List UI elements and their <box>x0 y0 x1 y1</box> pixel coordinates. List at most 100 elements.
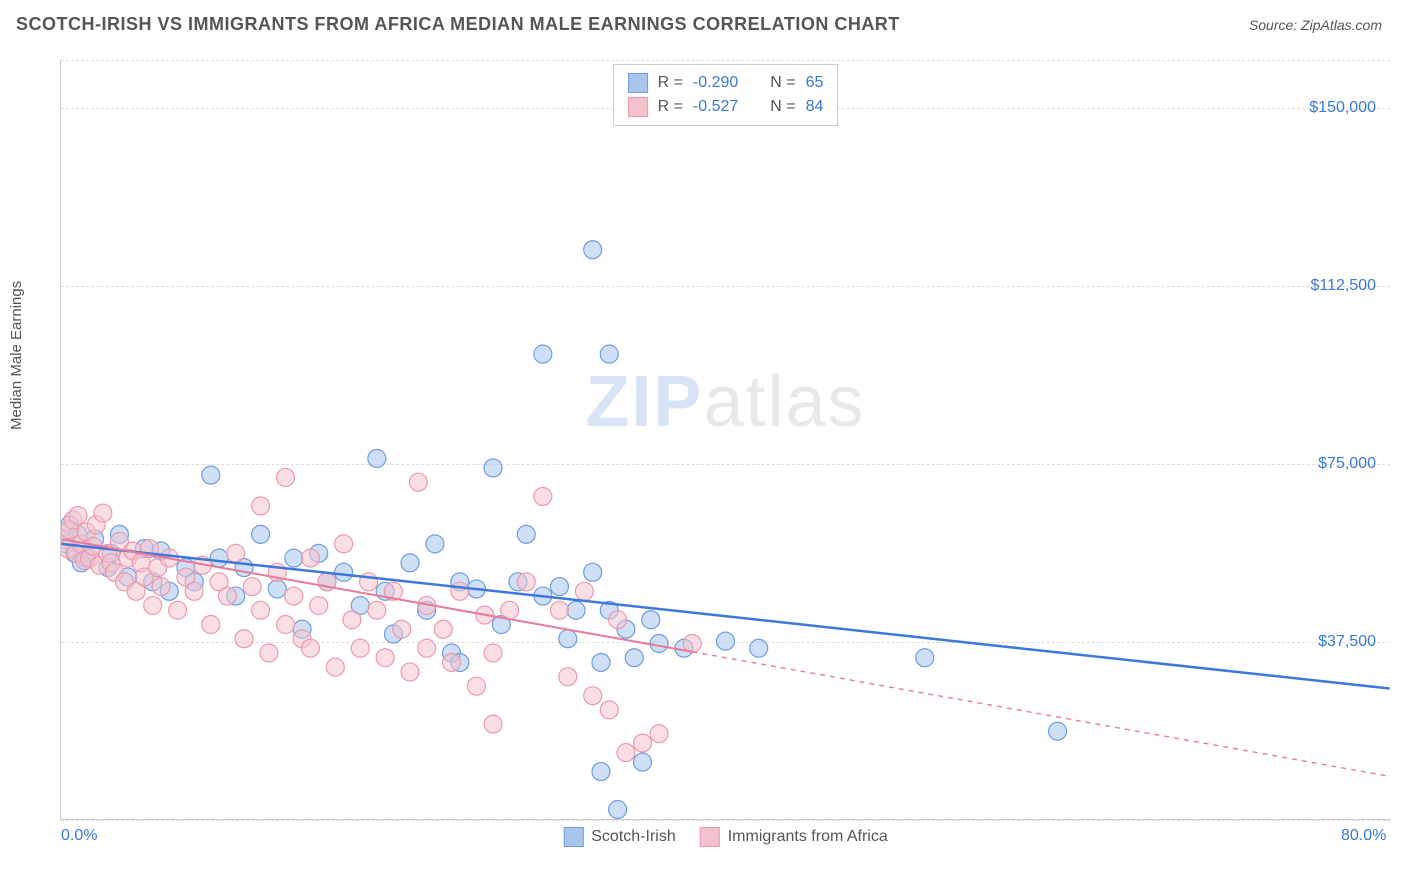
stat-r-label: R = <box>658 74 683 92</box>
scatter-point <box>592 763 610 781</box>
scatter-point <box>650 725 668 743</box>
scatter-point <box>268 580 286 598</box>
source-name: ZipAtlas.com <box>1301 17 1382 33</box>
legend-label: Scotch-Irish <box>591 828 675 846</box>
scatter-point <box>443 653 461 671</box>
scatter-point <box>418 639 436 657</box>
scatter-point <box>559 630 577 648</box>
scatter-point <box>609 611 627 629</box>
scatter-point <box>69 506 87 524</box>
scatter-point <box>335 563 353 581</box>
gridline <box>61 820 1390 821</box>
scatter-point <box>301 549 319 567</box>
scatter-point <box>534 487 552 505</box>
scatter-point <box>550 578 568 596</box>
scatter-point <box>401 663 419 681</box>
scatter-point <box>584 687 602 705</box>
scatter-plot <box>61 60 1390 819</box>
scatter-point <box>144 597 162 615</box>
legend-label: Immigrants from Africa <box>728 828 888 846</box>
scatter-point <box>343 611 361 629</box>
scatter-point <box>368 601 386 619</box>
scatter-point <box>243 578 261 596</box>
legend-stat-row: R = -0.290N = 65 <box>628 71 824 95</box>
scatter-point <box>517 525 535 543</box>
scatter-point <box>426 535 444 553</box>
correlation-legend: R = -0.290N = 65R = -0.527N = 84 <box>613 64 839 126</box>
chart-title: SCOTCH-IRISH VS IMMIGRANTS FROM AFRICA M… <box>16 14 900 35</box>
scatter-point <box>584 563 602 581</box>
scatter-point <box>534 345 552 363</box>
scatter-point <box>285 587 303 605</box>
scatter-point <box>517 573 535 591</box>
scatter-point <box>650 634 668 652</box>
legend-stat-row: R = -0.527 N = 84 <box>628 95 824 119</box>
scatter-point <box>575 582 593 600</box>
scatter-point <box>301 639 319 657</box>
x-tick-label: 0.0% <box>61 827 97 845</box>
scatter-point <box>559 668 577 686</box>
scatter-point <box>550 601 568 619</box>
scatter-point <box>750 639 768 657</box>
stat-n-label: N = <box>770 98 795 116</box>
x-tick-label: 80.0% <box>1341 827 1386 845</box>
scatter-point <box>401 554 419 572</box>
scatter-point <box>335 535 353 553</box>
scatter-point <box>326 658 344 676</box>
scatter-point <box>393 620 411 638</box>
scatter-point <box>376 649 394 667</box>
stat-r-value: -0.527 <box>693 98 738 116</box>
scatter-point <box>592 653 610 671</box>
scatter-point <box>277 616 295 634</box>
source-prefix: Source: <box>1249 17 1301 33</box>
scatter-point <box>633 753 651 771</box>
stat-r-label: R = <box>658 98 683 116</box>
scatter-point <box>235 630 253 648</box>
scatter-point <box>218 587 236 605</box>
scatter-point <box>567 601 585 619</box>
scatter-point <box>484 715 502 733</box>
scatter-point <box>584 241 602 259</box>
scatter-point <box>210 549 228 567</box>
scatter-point <box>252 497 270 515</box>
scatter-point <box>451 582 469 600</box>
plot-area: ZIPatlas $37,500$75,000$112,500$150,000 … <box>60 60 1390 820</box>
scatter-point <box>277 468 295 486</box>
scatter-point <box>633 734 651 752</box>
scatter-point <box>152 578 170 596</box>
scatter-point <box>642 611 660 629</box>
legend-swatch <box>628 73 648 93</box>
scatter-point <box>285 549 303 567</box>
scatter-point <box>501 601 519 619</box>
legend-item: Scotch-Irish <box>563 827 675 847</box>
stat-n-value: 84 <box>806 98 824 116</box>
scatter-point <box>916 649 934 667</box>
scatter-point <box>434 620 452 638</box>
chart-container: ZIPatlas $37,500$75,000$112,500$150,000 … <box>50 60 1390 820</box>
scatter-point <box>260 644 278 662</box>
stat-r-value: -0.290 <box>693 74 738 92</box>
scatter-point <box>609 801 627 819</box>
scatter-point <box>252 601 270 619</box>
scatter-point <box>617 744 635 762</box>
scatter-point <box>94 504 112 522</box>
scatter-point <box>600 345 618 363</box>
scatter-point <box>227 544 245 562</box>
scatter-point <box>409 473 427 491</box>
stat-n-label: N = <box>770 74 795 92</box>
legend-item: Immigrants from Africa <box>700 827 888 847</box>
regression-line-dashed <box>692 652 1389 777</box>
scatter-point <box>252 525 270 543</box>
scatter-point <box>600 701 618 719</box>
regression-line-solid <box>61 539 692 652</box>
series-legend: Scotch-Irish Immigrants from Africa <box>563 827 888 847</box>
scatter-point <box>467 677 485 695</box>
legend-swatch <box>563 827 583 847</box>
scatter-point <box>484 644 502 662</box>
scatter-point <box>202 616 220 634</box>
scatter-point <box>484 459 502 477</box>
legend-swatch <box>628 97 648 117</box>
scatter-point <box>368 449 386 467</box>
scatter-point <box>625 649 643 667</box>
source-attribution: Source: ZipAtlas.com <box>1249 17 1382 33</box>
